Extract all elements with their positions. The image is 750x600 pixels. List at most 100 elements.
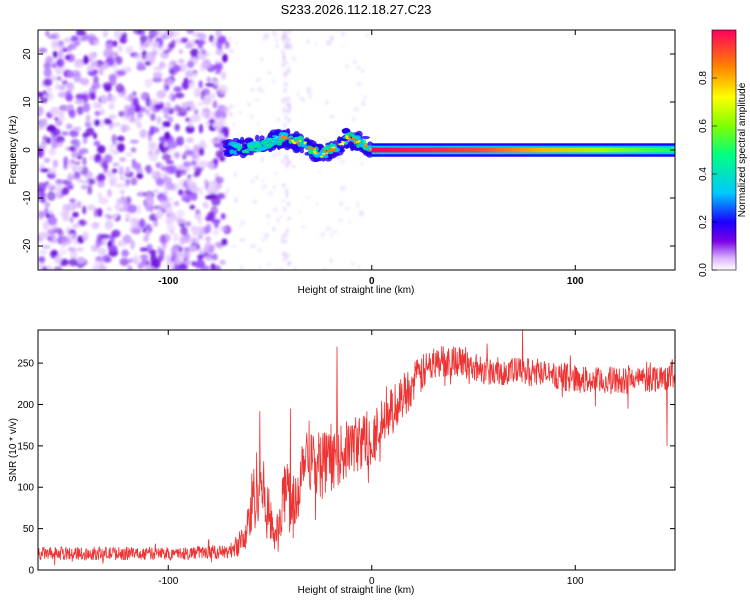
noise-blob — [264, 232, 269, 239]
noise-blob — [72, 144, 79, 152]
noise-blob — [67, 175, 75, 181]
noise-blob — [184, 145, 191, 150]
noise-blob — [191, 113, 201, 123]
noise-blob — [112, 149, 120, 155]
noise-blob — [287, 101, 291, 107]
noise-blob — [106, 206, 112, 212]
noise-blob — [342, 44, 346, 47]
noise-blob — [46, 86, 53, 92]
noise-blob — [143, 235, 150, 242]
noise-blob — [85, 127, 95, 136]
noise-blob — [41, 197, 46, 203]
noise-blob — [215, 48, 224, 56]
y-tick-label: -20 — [22, 238, 33, 253]
noise-blob — [339, 200, 343, 207]
noise-blob — [104, 43, 114, 50]
noise-blob — [139, 247, 149, 252]
noise-blob — [281, 49, 285, 55]
y-tick-label: 0 — [28, 566, 34, 577]
noise-blob — [114, 203, 121, 211]
signal-blob — [222, 140, 229, 145]
noise-blob — [38, 231, 49, 239]
signal-blob — [259, 135, 265, 141]
noise-blob — [148, 152, 158, 162]
noise-blob — [219, 225, 227, 232]
noise-blob — [155, 210, 164, 220]
noise-blob — [61, 131, 70, 136]
noise-blob — [117, 44, 123, 53]
noise-blob — [152, 77, 163, 83]
noise-blob — [293, 266, 297, 270]
noise-blob — [38, 262, 42, 269]
noise-blob — [329, 35, 334, 41]
signal-blob — [352, 140, 356, 143]
noise-blob — [188, 118, 194, 128]
noise-blob — [125, 152, 133, 157]
noise-blob — [284, 239, 287, 245]
noise-blob — [284, 96, 288, 102]
noise-blob — [191, 160, 197, 166]
noise-blob — [72, 165, 77, 173]
signal-blob — [364, 142, 367, 145]
noise-blob — [266, 214, 271, 219]
noise-blob — [362, 95, 368, 100]
noise-blob — [42, 265, 48, 270]
noise-blob — [116, 70, 126, 76]
noise-blob — [125, 213, 131, 220]
noise-blob — [67, 70, 75, 78]
signal-blob — [291, 141, 295, 144]
noise-blob — [286, 69, 290, 75]
noise-blob — [38, 210, 45, 219]
noise-blob — [61, 79, 68, 86]
noise-blob — [259, 264, 262, 269]
noise-blob — [123, 112, 128, 122]
noise-blob — [285, 44, 289, 50]
noise-blob — [306, 90, 311, 93]
signal-blob — [296, 140, 300, 143]
noise-blob — [155, 162, 164, 169]
signal-blob — [367, 145, 373, 149]
noise-blob — [339, 186, 346, 192]
noise-blob — [339, 160, 346, 164]
noise-blob — [285, 228, 289, 234]
noise-blob — [166, 225, 176, 232]
noise-blob — [267, 191, 274, 196]
noise-blob — [239, 238, 245, 242]
signal-blob — [314, 154, 320, 158]
snr-x-label: Height of straight line (km) — [298, 585, 415, 596]
noise-blob — [284, 232, 288, 238]
signal-blob — [233, 150, 237, 155]
noise-blob — [204, 180, 210, 190]
noise-blob — [163, 82, 170, 92]
noise-blob — [197, 101, 205, 107]
noise-blob — [314, 42, 318, 46]
noise-blob — [185, 79, 193, 84]
noise-blob — [329, 258, 333, 264]
noise-blob — [274, 267, 279, 270]
x-tick-label: 0 — [369, 276, 375, 287]
noise-blob — [287, 37, 291, 43]
noise-blob — [46, 191, 56, 202]
noise-blob — [156, 116, 162, 125]
noise-blob — [163, 113, 169, 119]
noise-blob — [118, 242, 127, 247]
noise-blob — [177, 58, 185, 64]
noise-blob — [112, 162, 120, 167]
noise-blob — [166, 206, 174, 214]
noise-blob — [205, 236, 211, 242]
noise-blob — [340, 31, 346, 37]
noise-blob — [110, 213, 118, 220]
noise-blob — [139, 92, 148, 101]
signal-blob — [330, 147, 334, 150]
signal-blob — [323, 149, 326, 152]
noise-blob — [285, 163, 289, 169]
noise-blob — [240, 220, 246, 226]
noise-blob — [176, 112, 187, 117]
noise-blob — [285, 62, 290, 65]
noise-blob — [198, 123, 204, 134]
noise-blob — [99, 108, 106, 116]
noise-blob — [217, 133, 225, 138]
noise-blob — [286, 253, 290, 259]
noise-blob — [208, 118, 216, 125]
noise-blob — [108, 176, 118, 184]
